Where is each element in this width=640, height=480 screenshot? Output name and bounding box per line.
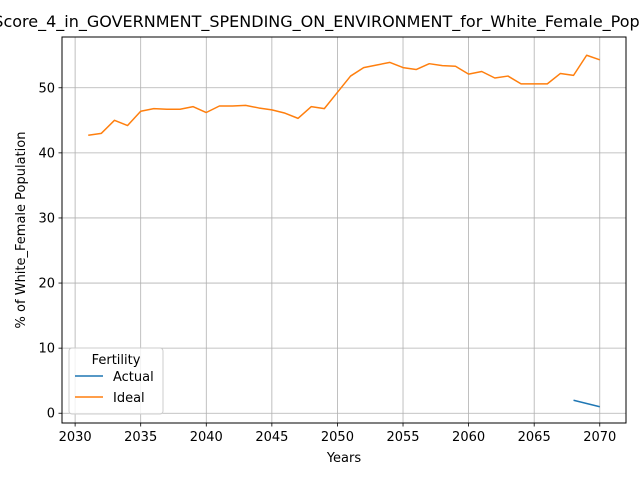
x-tick-label: 2070 bbox=[583, 430, 616, 445]
x-axis-label: Years bbox=[326, 451, 362, 466]
x-tick-label: 2035 bbox=[124, 430, 157, 445]
x-tick-label: 2050 bbox=[321, 430, 354, 445]
x-tick-label: 2045 bbox=[255, 430, 288, 445]
x-tick-label: 2040 bbox=[190, 430, 223, 445]
y-tick-label: 20 bbox=[38, 277, 55, 292]
legend-label-ideal: Ideal bbox=[113, 391, 145, 406]
y-tick-label: 10 bbox=[38, 342, 55, 357]
series-line-ideal bbox=[88, 55, 600, 135]
y-tick-label: 50 bbox=[38, 81, 55, 96]
legend-title: Fertility bbox=[92, 353, 141, 368]
plot-lines bbox=[88, 55, 600, 407]
x-tick-label: 2055 bbox=[386, 430, 419, 445]
series-line-actual bbox=[574, 400, 600, 407]
y-axis-label: % of White_Female Population bbox=[14, 132, 29, 329]
y-tick-label: 30 bbox=[38, 211, 55, 226]
y-tick-label: 0 bbox=[47, 407, 55, 422]
y-tick-label: 40 bbox=[38, 146, 55, 161]
x-tick-label: 2065 bbox=[518, 430, 551, 445]
x-tick-label: 2060 bbox=[452, 430, 485, 445]
x-tick-label: 2030 bbox=[59, 430, 92, 445]
chart-title: Score_4_in_GOVERNMENT_SPENDING_ON_ENVIRO… bbox=[0, 12, 640, 32]
legend-label-actual: Actual bbox=[113, 370, 154, 385]
legend: Fertility Actual Ideal bbox=[69, 348, 163, 414]
